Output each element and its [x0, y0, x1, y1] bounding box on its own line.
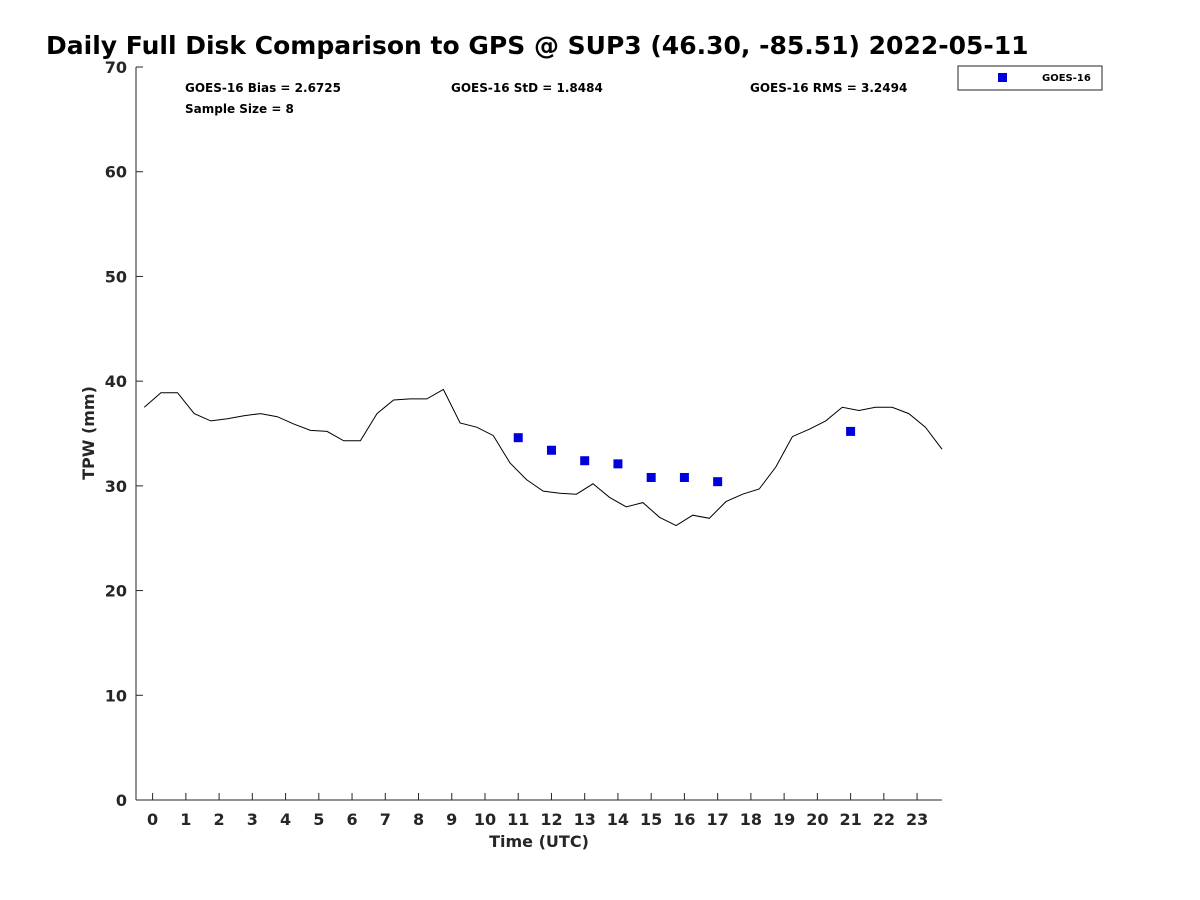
- plot-axes: [135, 67, 942, 801]
- plot-area: [143, 388, 943, 527]
- goes16-point: [613, 459, 623, 469]
- x-tick-label: 4: [280, 810, 291, 829]
- gps-tpw-line: [143, 388, 943, 527]
- x-tick-label: 0: [147, 810, 158, 829]
- sample-size: Sample Size = 8: [185, 102, 294, 116]
- y-tick-label: 20: [105, 582, 127, 601]
- y-tick-label: 10: [105, 686, 127, 705]
- x-tick-label: 3: [247, 810, 258, 829]
- x-tick-label: 2: [214, 810, 225, 829]
- y-tick-label: 50: [105, 267, 127, 286]
- y-tick-label: 40: [105, 372, 127, 391]
- std-stat: GOES-16 StD = 1.8484: [451, 81, 603, 95]
- legend: GOES-16: [957, 65, 1103, 91]
- x-tick-label: 15: [640, 810, 662, 829]
- x-tick-label: 16: [673, 810, 695, 829]
- goes16-point: [846, 426, 856, 436]
- goes16-point: [713, 477, 723, 487]
- x-tick-label: 9: [446, 810, 457, 829]
- y-tick-label: 30: [105, 477, 127, 496]
- x-tick-label: 13: [574, 810, 596, 829]
- legend-box: [957, 65, 1103, 91]
- goes16-point: [679, 472, 689, 482]
- x-tick-label: 6: [346, 810, 357, 829]
- y-tick-label: 70: [105, 58, 127, 77]
- x-tick-label: 20: [806, 810, 828, 829]
- x-tick-label: 10: [474, 810, 496, 829]
- chart-title: Daily Full Disk Comparison to GPS @ SUP3…: [46, 31, 1029, 60]
- x-tick-label: 7: [380, 810, 391, 829]
- x-tick-label: 1: [180, 810, 191, 829]
- y-axis-label: TPW (mm): [79, 386, 98, 480]
- x-tick-label: 19: [773, 810, 795, 829]
- goes16-point: [646, 472, 656, 482]
- bias-stat: GOES-16 Bias = 2.6725: [185, 81, 341, 95]
- x-tick-label: 21: [839, 810, 861, 829]
- x-tick-label: 23: [906, 810, 928, 829]
- x-tick-label: 11: [507, 810, 529, 829]
- x-tick-label: 14: [607, 810, 629, 829]
- y-tick-label: 0: [116, 791, 127, 810]
- goes16-point: [546, 445, 556, 455]
- goes16-point: [580, 456, 590, 466]
- y-tick-label: 60: [105, 163, 127, 182]
- rms-stat: GOES-16 RMS = 3.2494: [750, 81, 907, 95]
- legend-marker: [998, 73, 1007, 82]
- goes16-point: [513, 433, 523, 443]
- x-axis-label: Time (UTC): [489, 832, 589, 851]
- x-tick-label: 5: [313, 810, 324, 829]
- x-tick-label: 22: [873, 810, 895, 829]
- x-tick-label: 18: [740, 810, 762, 829]
- x-tick-label: 17: [707, 810, 729, 829]
- x-tick-label: 12: [540, 810, 562, 829]
- legend-label: GOES-16: [1042, 73, 1091, 84]
- x-tick-label: 8: [413, 810, 424, 829]
